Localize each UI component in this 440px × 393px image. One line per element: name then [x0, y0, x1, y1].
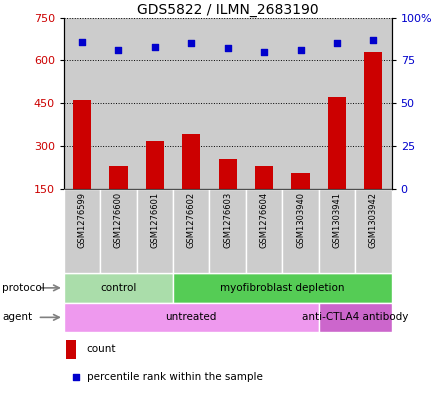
Text: untreated: untreated — [165, 312, 217, 322]
Bar — [219, 159, 237, 189]
Point — [224, 45, 231, 51]
Bar — [109, 166, 128, 189]
Text: GSM1276601: GSM1276601 — [150, 192, 159, 248]
Text: GSM1276602: GSM1276602 — [187, 192, 196, 248]
Bar — [173, 273, 392, 303]
Text: protocol: protocol — [2, 283, 45, 293]
Bar — [64, 189, 100, 273]
Bar — [319, 189, 355, 273]
Bar — [209, 189, 246, 273]
Text: GSM1276603: GSM1276603 — [223, 192, 232, 248]
Text: myofibroblast depletion: myofibroblast depletion — [220, 283, 345, 293]
Bar — [282, 189, 319, 273]
Bar — [73, 100, 91, 189]
Text: GSM1276604: GSM1276604 — [260, 192, 269, 248]
Text: GSM1303941: GSM1303941 — [333, 192, 341, 248]
Text: GSM1276600: GSM1276600 — [114, 192, 123, 248]
Text: control: control — [100, 283, 137, 293]
Point — [78, 39, 85, 45]
Title: GDS5822 / ILMN_2683190: GDS5822 / ILMN_2683190 — [137, 3, 319, 17]
Bar — [364, 52, 382, 189]
Text: GSM1303940: GSM1303940 — [296, 192, 305, 248]
Bar — [355, 189, 392, 273]
Text: anti-CTLA4 antibody: anti-CTLA4 antibody — [302, 312, 408, 322]
Bar — [64, 303, 319, 332]
Bar — [173, 189, 209, 273]
Text: GSM1276599: GSM1276599 — [77, 192, 87, 248]
Bar — [328, 97, 346, 189]
Bar — [291, 173, 310, 189]
Point — [188, 40, 195, 46]
Text: percentile rank within the sample: percentile rank within the sample — [87, 372, 263, 382]
Bar — [66, 340, 77, 359]
Text: agent: agent — [2, 312, 32, 322]
Bar — [137, 189, 173, 273]
Text: count: count — [87, 344, 116, 354]
Point — [73, 374, 80, 380]
Bar — [182, 134, 200, 189]
Bar — [319, 303, 392, 332]
Point — [151, 44, 158, 50]
Bar — [100, 189, 137, 273]
Point — [334, 40, 341, 46]
Point — [260, 49, 268, 55]
Bar — [255, 166, 273, 189]
Point — [297, 47, 304, 53]
Bar — [64, 273, 173, 303]
Bar — [246, 189, 282, 273]
Bar — [146, 141, 164, 189]
Point — [115, 47, 122, 53]
Point — [370, 37, 377, 43]
Text: GSM1303942: GSM1303942 — [369, 192, 378, 248]
